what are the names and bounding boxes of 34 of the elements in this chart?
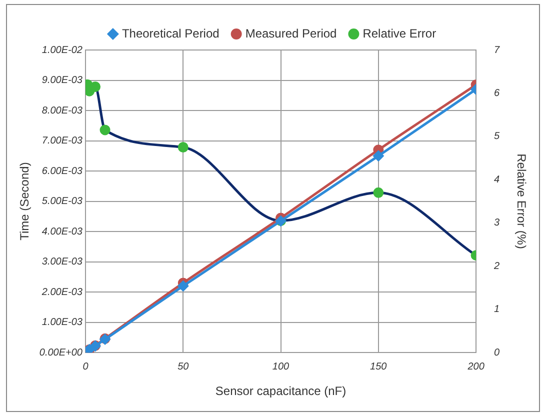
point [178, 142, 188, 153]
y-tick-label: 9.00E-03 [42, 75, 83, 86]
y-tick-label: 1.00E-03 [42, 317, 83, 328]
y2-tick-label: 1 [494, 304, 500, 316]
y-tick-label: 2.00E-03 [40, 286, 83, 298]
y2-tick-label: 6 [494, 88, 500, 100]
x-tick-label: 150 [370, 361, 388, 372]
x-axis-title: Sensor capacitance (nF) [215, 384, 346, 398]
y-tick-label: 4.00E-03 [42, 226, 83, 238]
y2-tick-label: 4 [494, 174, 500, 186]
y2-axis-title: Relative Error (%) [514, 154, 528, 249]
y-tick-label: 3.00E-03 [42, 256, 83, 268]
y2-tick-label: 2 [493, 260, 500, 272]
point [373, 150, 384, 162]
y-tick-label: 7.00E-03 [42, 136, 83, 147]
x-tick-label: 200 [466, 361, 485, 372]
y-tick-label: 5.00E-03 [42, 196, 83, 208]
legend-label: Measured Period [245, 26, 337, 40]
y2-tick-label: 5 [494, 131, 500, 142]
y2-tick-label: 7 [494, 44, 500, 56]
x-tick-label: 50 [178, 361, 190, 372]
y-tick-label: 0.00E+00 [39, 347, 83, 358]
x-tick-label: 0 [82, 361, 89, 372]
point [100, 124, 110, 136]
y-tick-label: 1.00E-02 [42, 44, 83, 56]
y2-tick-label: 3 [494, 218, 500, 229]
legend-label: Relative Error [362, 26, 436, 40]
y-axis-title: Time (Second) [18, 162, 32, 240]
x-tick-label: 100 [272, 361, 290, 372]
y-tick-label: 6.00E-03 [42, 166, 83, 177]
legend-label: Theoretical Period [122, 26, 220, 40]
point [178, 280, 188, 292]
y-tick-label: 8.00E-03 [42, 105, 83, 116]
y2-tick-label: 0 [494, 347, 500, 358]
